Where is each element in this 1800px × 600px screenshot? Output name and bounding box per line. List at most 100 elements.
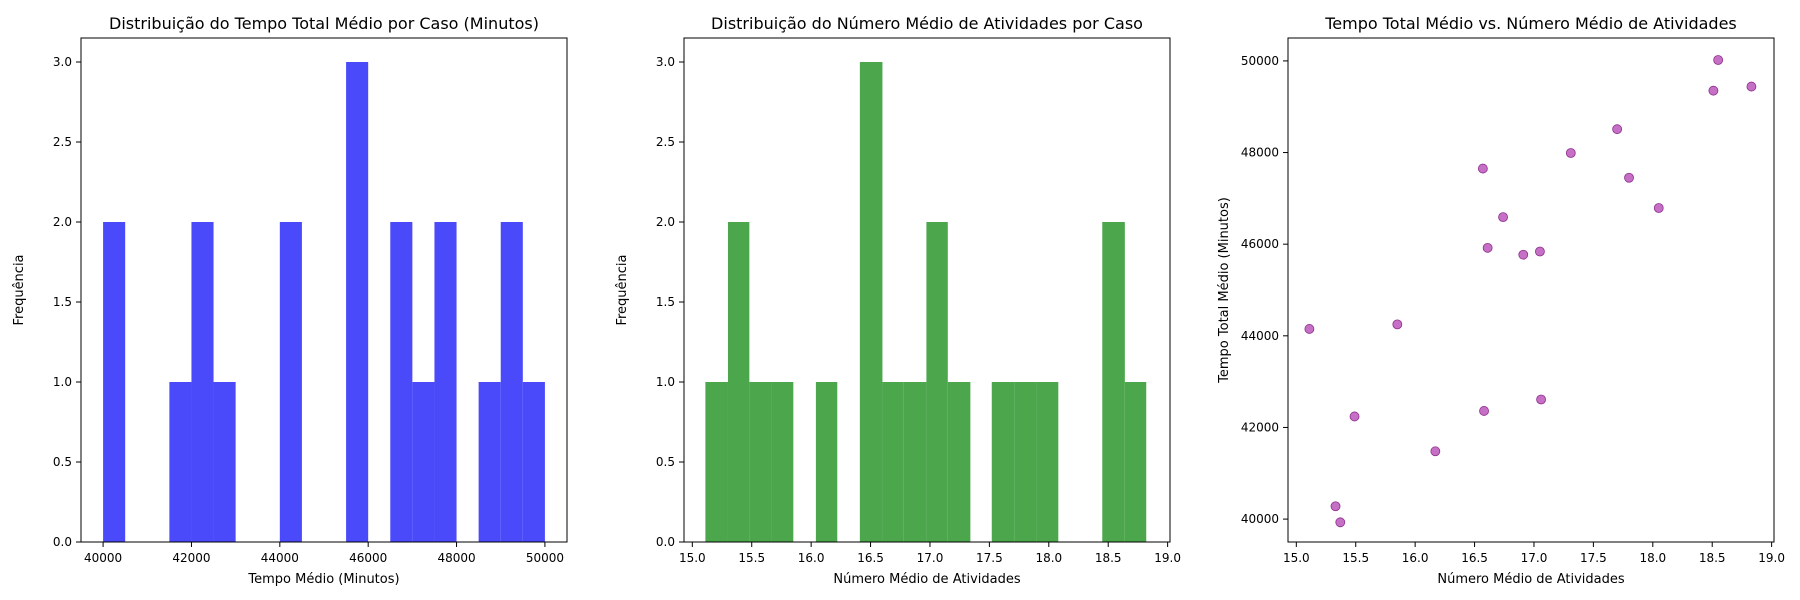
x-tick-label: 40000 [84, 551, 122, 565]
y-tick-label: 1.5 [53, 295, 72, 309]
x-tick-label: 18.0 [1639, 551, 1666, 565]
histogram-bar [478, 382, 501, 542]
histogram-bar [926, 222, 948, 542]
histogram-bar [771, 382, 794, 542]
y-tick-label: 1.0 [53, 375, 72, 389]
y-tick-label: 50000 [1241, 54, 1279, 68]
x-axis-label: Tempo Médio (Minutos) [247, 572, 399, 587]
x-ticks: 40000 42000 44000 46000 48000 50000 [84, 542, 564, 565]
chart-title: Tempo Total Médio vs. Número Médio de At… [1324, 14, 1737, 33]
x-ticks: 15.0 15.5 16.0 16.5 17.0 17.5 18.0 18.5 19.0 [1283, 542, 1785, 565]
scatter-point [1518, 249, 1529, 260]
histogram-bar [279, 222, 302, 542]
y-tick-label: 42000 [1241, 420, 1279, 434]
scatter-point [1430, 446, 1441, 457]
histogram-bar [859, 62, 883, 542]
y-tick-label: 44000 [1241, 329, 1279, 343]
scatter-point [1477, 163, 1488, 174]
histogram-bar [434, 222, 457, 542]
y-tick-label: 0.0 [53, 535, 72, 549]
axes-frame [683, 37, 1171, 543]
x-tick-label: 15.5 [1342, 551, 1369, 565]
x-ticks: 15.0 15.5 16.0 16.5 17.0 17.5 18.0 18.5 19.0 [679, 542, 1181, 565]
bars-group [705, 62, 1147, 542]
x-tick-label: 16.5 [857, 551, 884, 565]
histogram-numero-atividades: Distribuição do Número Médio de Atividad… [615, 14, 1181, 587]
scatter-point [1479, 406, 1489, 416]
y-tick-label: 0.5 [53, 455, 72, 469]
scatter-point [1612, 124, 1623, 135]
histogram-bar [749, 382, 772, 542]
y-tick-label: 2.5 [656, 135, 675, 149]
histogram-bar [903, 382, 927, 542]
scatter-point [1535, 246, 1545, 257]
x-tick-label: 17.0 [1521, 551, 1548, 565]
histogram-bar [500, 222, 523, 542]
chart-title: Distribuição do Tempo Total Médio por Ca… [109, 14, 539, 33]
histogram-bar [346, 62, 369, 542]
x-tick-label: 18.5 [1095, 551, 1122, 565]
scatter-point [1536, 394, 1547, 405]
x-tick-label: 42000 [172, 551, 210, 565]
x-tick-label: 18.0 [1035, 551, 1062, 565]
x-tick-label: 16.0 [798, 551, 825, 565]
x-tick-label: 19.0 [1154, 551, 1181, 565]
scatter-point [1482, 242, 1493, 253]
scatter-point [1330, 501, 1341, 512]
y-tick-label: 0.0 [656, 535, 675, 549]
scatter-tempo-vs-atividades: Tempo Total Médio vs. Número Médio de At… [1217, 14, 1785, 587]
y-tick-label: 48000 [1241, 146, 1279, 160]
chart-title: Distribuição do Número Médio de Atividad… [711, 14, 1143, 33]
x-tick-label: 19.0 [1758, 551, 1785, 565]
x-tick-label: 15.5 [738, 551, 765, 565]
y-tick-label: 46000 [1241, 237, 1279, 251]
scatter-point [1304, 324, 1315, 334]
y-axis-label: Tempo Total Médio (Minutos) [1217, 197, 1232, 384]
y-tick-label: 2.0 [656, 215, 675, 229]
histogram-bar [1036, 382, 1059, 542]
histogram-bar [1102, 222, 1125, 542]
bars-group [103, 62, 545, 542]
y-axis-label: Frequência [12, 254, 27, 325]
y-tick-label: 2.5 [53, 135, 72, 149]
y-tick-label: 3.0 [53, 55, 72, 69]
x-tick-label: 15.0 [1283, 551, 1310, 565]
axes-frame [1287, 37, 1775, 543]
y-tick-label: 0.5 [656, 455, 675, 469]
histogram-bar [213, 382, 236, 542]
histogram-bar [412, 382, 435, 542]
x-tick-label: 17.5 [1580, 551, 1607, 565]
scatter-point [1392, 319, 1403, 330]
histogram-bar [727, 222, 750, 542]
x-tick-label: 48000 [437, 551, 475, 565]
y-axis-label: Frequência [615, 254, 630, 325]
axes-frame [80, 37, 568, 543]
x-tick-label: 44000 [261, 551, 299, 565]
histogram-bar [191, 222, 214, 542]
y-ticks: 40000 42000 44000 46000 48000 50000 [1241, 54, 1288, 526]
y-ticks: 0.0 0.5 1.0 1.5 2.0 2.5 3.0 [656, 55, 684, 549]
y-ticks: 0.0 0.5 1.0 1.5 2.0 2.5 3.0 [53, 55, 81, 549]
y-tick-label: 3.0 [656, 55, 675, 69]
histogram-bar [947, 382, 971, 542]
x-tick-label: 17.0 [917, 551, 944, 565]
scatter-point [1746, 81, 1757, 92]
y-tick-label: 1.5 [656, 295, 675, 309]
scatter-point [1653, 203, 1664, 213]
x-tick-label: 16.0 [1402, 551, 1429, 565]
histogram-bar [1014, 382, 1037, 542]
histogram-bar [815, 382, 838, 542]
points-group [1304, 55, 1757, 528]
x-tick-label: 15.0 [679, 551, 706, 565]
histogram-bar [103, 222, 126, 542]
histogram-bar [705, 382, 728, 542]
x-tick-label: 50000 [526, 551, 564, 565]
histogram-bar [169, 382, 192, 542]
x-tick-label: 18.5 [1699, 551, 1726, 565]
scatter-point [1624, 172, 1634, 183]
histogram-bar [1124, 382, 1147, 542]
histogram-bar [390, 222, 413, 542]
scatter-point [1349, 411, 1360, 422]
y-tick-label: 2.0 [53, 215, 72, 229]
